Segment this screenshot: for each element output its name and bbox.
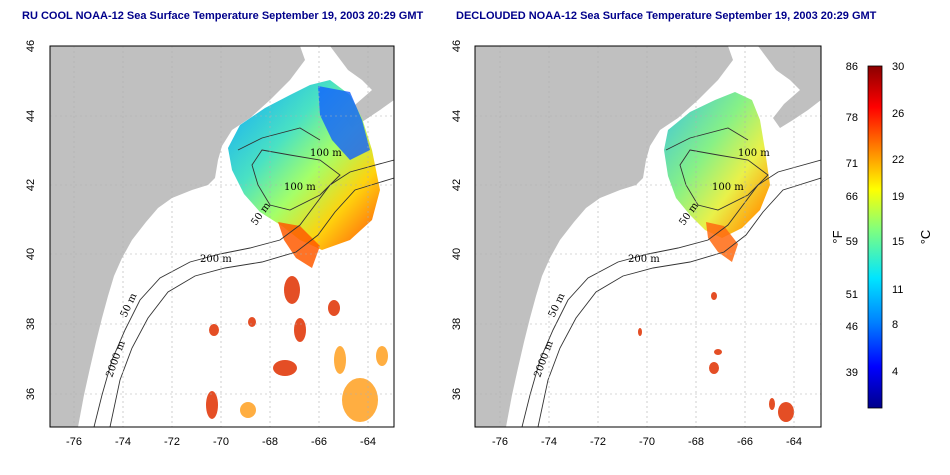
right-map-isobaths — [521, 127, 821, 427]
left-isobath-200-label: 200 m — [200, 254, 232, 265]
celsius-tick: 15 — [892, 236, 904, 248]
fahrenheit-tick: 71 — [846, 158, 858, 170]
left-lon-tick: -68 — [262, 436, 278, 448]
colorbar: 86 78 71 66 59 51 46 39 30 26 22 19 15 1… — [830, 61, 933, 409]
right-map-nova-scotia — [758, 46, 821, 128]
right-lon-tick: -70 — [639, 436, 655, 448]
left-map-frame — [49, 45, 395, 428]
colorbar-gradient — [867, 65, 883, 409]
left-lon-tick: -70 — [213, 436, 229, 448]
left-map-title: RU COOL NOAA-12 Sea Surface Temperature … — [22, 10, 424, 22]
celsius-tick: 22 — [892, 154, 904, 166]
right-map-warm-clusters — [638, 292, 794, 422]
left-map-nova-scotia — [330, 46, 394, 128]
celsius-tick: 4 — [892, 366, 898, 378]
right-lon-tick: -64 — [786, 436, 802, 448]
celsius-tick: 30 — [892, 61, 904, 73]
right-map-land — [475, 46, 733, 427]
celsius-tick: 19 — [892, 191, 904, 203]
right-lat-tick: 42 — [451, 179, 463, 191]
right-lat-axis: 46 44 42 40 38 36 — [451, 40, 463, 400]
right-isobath-100-label-b: 100 m — [712, 182, 744, 193]
left-lon-tick: -76 — [66, 436, 82, 448]
colorbar-celsius-scale: 30 26 22 19 15 11 8 4 — [892, 61, 904, 378]
fahrenheit-tick: 86 — [846, 61, 858, 73]
right-lon-tick: -68 — [688, 436, 704, 448]
right-map-sst-field — [664, 92, 770, 238]
left-lon-tick: -64 — [360, 436, 376, 448]
left-lat-tick: 46 — [25, 40, 37, 52]
right-isobath-100-label-a: 100 m — [738, 148, 770, 159]
fahrenheit-tick: 39 — [846, 367, 858, 379]
right-lat-tick: 40 — [451, 248, 463, 260]
left-lat-tick: 42 — [25, 179, 37, 191]
colorbar-fahrenheit-scale: 86 78 71 66 59 51 46 39 — [846, 61, 858, 379]
left-map: 100 m 100 m 50 m 200 m 50 m 2000 m -76 -… — [25, 40, 395, 448]
right-map-grid — [475, 46, 821, 427]
left-lat-tick: 44 — [25, 110, 37, 122]
left-lon-tick: -72 — [164, 436, 180, 448]
colorbar-fahrenheit-label: °F — [830, 230, 845, 243]
fahrenheit-tick: 66 — [846, 191, 858, 203]
left-lat-tick: 38 — [25, 318, 37, 330]
right-lon-tick: -76 — [492, 436, 508, 448]
right-isobath-200-label: 200 m — [628, 254, 660, 265]
right-lon-tick: -74 — [541, 436, 557, 448]
fahrenheit-tick: 78 — [846, 112, 858, 124]
left-map-grid — [50, 46, 394, 427]
left-map-cold-patch — [318, 86, 370, 160]
colorbar-celsius-label: °C — [918, 230, 933, 245]
fahrenheit-tick: 59 — [846, 236, 858, 248]
right-lat-tick: 36 — [451, 388, 463, 400]
right-map-warm-patch — [706, 222, 738, 262]
right-map-frame — [474, 45, 822, 428]
left-lat-tick: 40 — [25, 248, 37, 260]
right-lon-tick: -66 — [737, 436, 753, 448]
right-lat-tick: 44 — [451, 110, 463, 122]
fahrenheit-tick: 46 — [846, 321, 858, 333]
left-map-land — [50, 46, 305, 427]
right-lat-tick: 38 — [451, 318, 463, 330]
celsius-tick: 8 — [892, 319, 898, 331]
left-isobath-100-label-b: 100 m — [284, 182, 316, 193]
right-map: 100 m 100 m 50 m 200 m 50 m 2000 m -76 -… — [451, 40, 822, 448]
fahrenheit-tick: 51 — [846, 289, 858, 301]
left-map-orange-clusters — [240, 346, 388, 422]
left-lat-tick: 36 — [25, 388, 37, 400]
left-lon-tick: -66 — [311, 436, 327, 448]
celsius-tick: 26 — [892, 108, 904, 120]
right-lat-tick: 46 — [451, 40, 463, 52]
right-map-title: DECLOUDED NOAA-12 Sea Surface Temperatur… — [456, 10, 877, 22]
left-lat-axis: 46 44 42 40 38 36 — [25, 40, 37, 400]
left-lon-tick: -74 — [115, 436, 131, 448]
celsius-tick: 11 — [892, 284, 903, 296]
right-lon-tick: -72 — [590, 436, 606, 448]
left-lon-axis: -76 -74 -72 -70 -68 -66 -64 — [66, 436, 376, 448]
left-isobath-100-label-a: 100 m — [310, 148, 342, 159]
right-lon-axis: -76 -74 -72 -70 -68 -66 -64 — [492, 436, 802, 448]
